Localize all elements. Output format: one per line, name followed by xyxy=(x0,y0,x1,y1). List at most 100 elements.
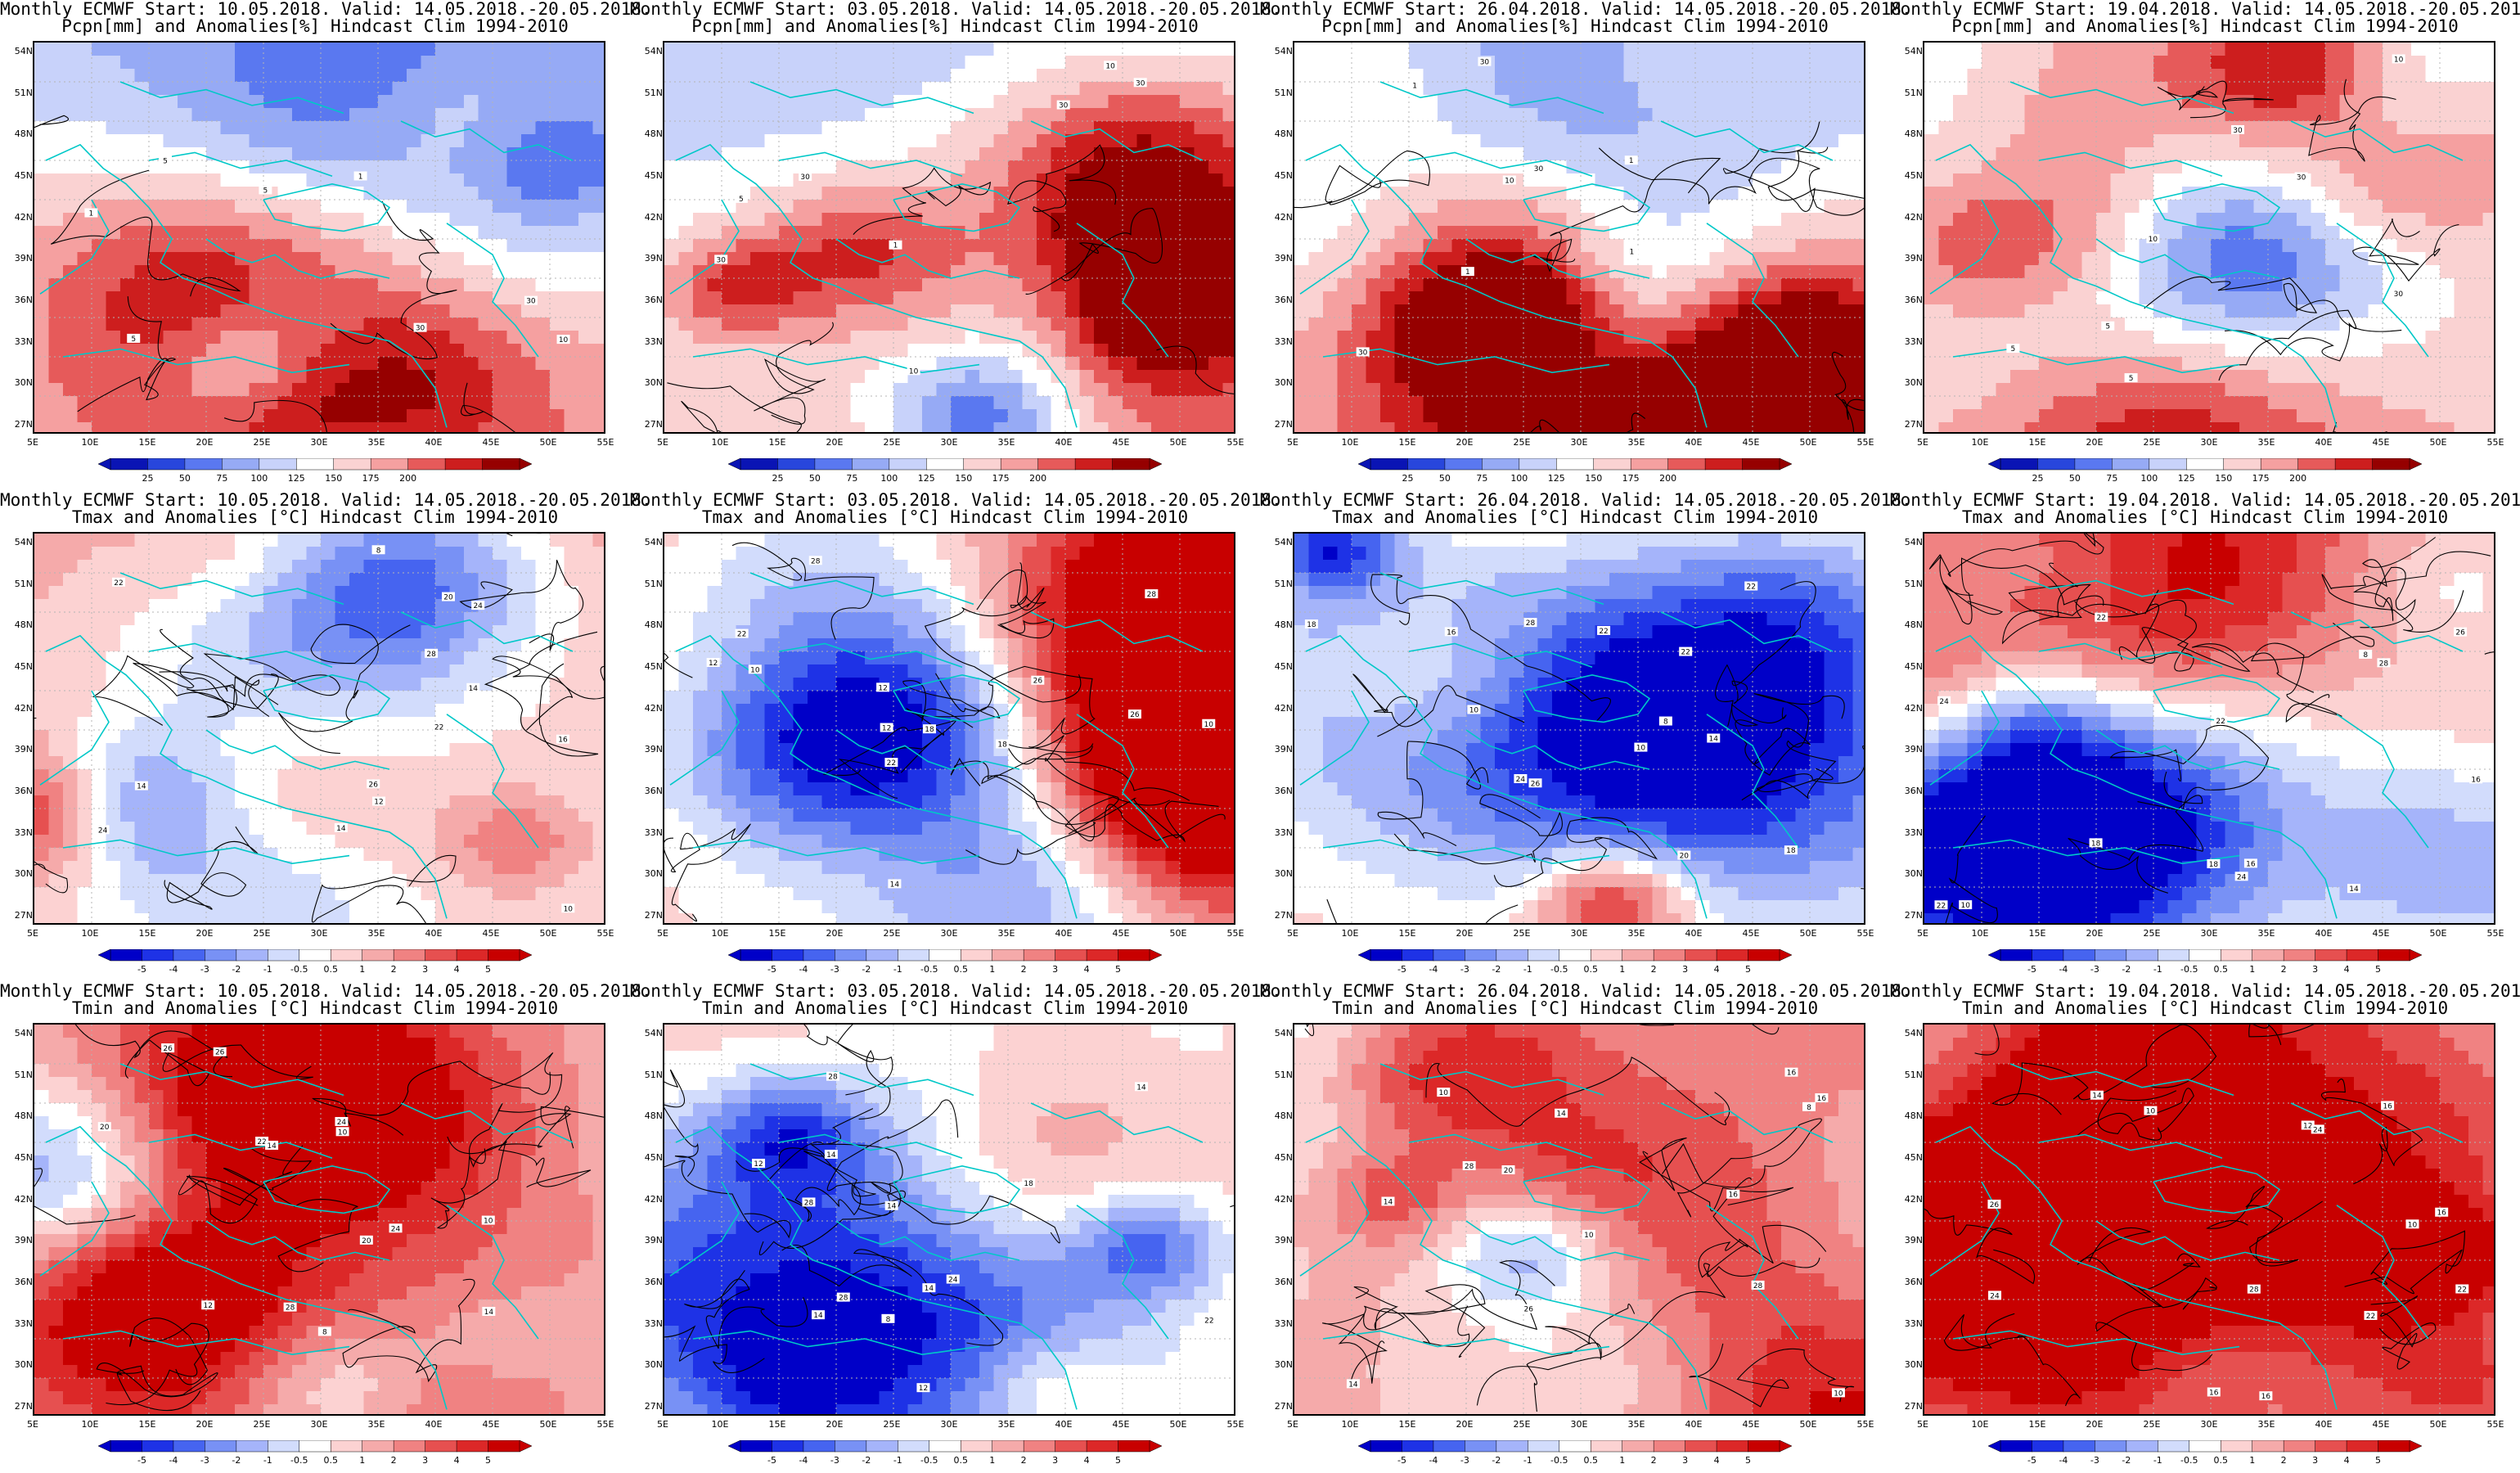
anomaly-cell xyxy=(808,278,823,292)
anomaly-cell xyxy=(2211,160,2226,174)
anomaly-cell xyxy=(1509,69,1524,83)
anomaly-cell xyxy=(178,331,193,345)
anomaly-cell xyxy=(678,43,694,56)
anomaly-cell xyxy=(993,291,1009,305)
anomaly-cell xyxy=(1753,160,1768,174)
anomaly-cell xyxy=(1337,357,1352,371)
anomaly-cell xyxy=(564,304,579,318)
anomaly-cell xyxy=(1108,226,1123,240)
anomaly-cell xyxy=(249,265,264,279)
anomaly-cell xyxy=(1695,409,1711,423)
anomaly-cell xyxy=(1352,396,1367,410)
anomaly-cell xyxy=(1337,344,1352,358)
anomaly-cell xyxy=(2368,304,2383,318)
anomaly-cell xyxy=(63,291,79,305)
anomaly-cell xyxy=(865,318,880,331)
anomaly-cell xyxy=(664,422,680,432)
anomaly-cell xyxy=(2110,357,2126,371)
colorbar-swatch xyxy=(926,458,965,471)
anomaly-cell xyxy=(335,265,350,279)
anomaly-cell xyxy=(1165,409,1181,423)
anomaly-cell xyxy=(2096,344,2112,358)
anomaly-cell xyxy=(1609,213,1625,227)
anomaly-cell xyxy=(2068,265,2083,279)
anomaly-cell xyxy=(2253,213,2269,227)
anomaly-cell xyxy=(664,383,680,397)
anomaly-cell xyxy=(993,56,1009,70)
anomaly-cell xyxy=(1222,121,1234,135)
anomaly-cell xyxy=(2139,304,2154,318)
anomaly-cell xyxy=(1924,213,1940,227)
anomaly-cell xyxy=(1380,226,1396,240)
anomaly-cell xyxy=(2297,43,2312,56)
anomaly-cell xyxy=(1810,265,1825,279)
anomaly-cell xyxy=(821,121,837,135)
anomaly-cell xyxy=(63,370,79,384)
anomaly-cell xyxy=(1810,304,1825,318)
anomaly-cell xyxy=(1008,56,1024,70)
anomaly-cell xyxy=(808,422,823,432)
anomaly-cell xyxy=(2167,200,2183,214)
anomaly-cell xyxy=(464,383,479,397)
anomaly-cell xyxy=(77,422,92,432)
anomaly-cell xyxy=(1667,43,1682,56)
contour-label-bg xyxy=(84,208,98,218)
anomaly-cell xyxy=(936,344,952,358)
anomaly-cell xyxy=(48,252,64,266)
anomaly-cell xyxy=(1667,173,1682,187)
anomaly-cell xyxy=(893,291,909,305)
anomaly-cell xyxy=(263,357,279,371)
anomaly-cell xyxy=(1681,331,1696,345)
anomaly-cell xyxy=(936,409,952,423)
anomaly-cell xyxy=(1022,291,1037,305)
anomaly-cell xyxy=(1108,291,1123,305)
anomaly-cell xyxy=(2211,69,2226,83)
anomaly-cell xyxy=(1852,226,1864,240)
anomaly-cell xyxy=(363,56,379,70)
anomaly-cell xyxy=(191,357,207,371)
anomaly-cell xyxy=(2153,265,2169,279)
anomaly-cell xyxy=(821,134,837,148)
anomaly-cell xyxy=(2425,265,2441,279)
anomaly-cell xyxy=(1108,344,1123,358)
anomaly-cell xyxy=(1609,108,1625,122)
anomaly-cell xyxy=(2253,147,2269,161)
contour-line xyxy=(1832,352,1864,432)
anomaly-cell xyxy=(779,331,794,345)
anomaly-cell xyxy=(1667,147,1682,161)
anomaly-cell xyxy=(349,304,365,318)
anomaly-cell xyxy=(163,95,178,109)
anomaly-cell xyxy=(1766,108,1782,122)
anomaly-cell xyxy=(120,370,136,384)
anomaly-cell xyxy=(2239,383,2255,397)
anomaly-cell xyxy=(92,69,107,83)
anomaly-cell xyxy=(1151,134,1167,148)
anomaly-cell xyxy=(1566,173,1582,187)
anomaly-cell xyxy=(2039,147,2054,161)
anomaly-cell xyxy=(1709,383,1725,397)
anomaly-cell xyxy=(2196,344,2212,358)
anomaly-cell xyxy=(1681,265,1696,279)
anomaly-cell xyxy=(2282,187,2297,200)
anomaly-cell xyxy=(2311,226,2326,240)
anomaly-cell xyxy=(750,304,766,318)
anomaly-cell xyxy=(2239,43,2255,56)
anomaly-cell xyxy=(335,173,350,187)
anomaly-cell xyxy=(2182,226,2198,240)
anomaly-cell xyxy=(2440,121,2455,135)
anomaly-cell xyxy=(1079,160,1095,174)
anomaly-cell xyxy=(1709,370,1725,384)
anomaly-cell xyxy=(664,357,680,371)
anomaly-cell xyxy=(2396,304,2412,318)
anomaly-cell xyxy=(2096,213,2112,227)
anomaly-cell xyxy=(1337,108,1352,122)
anomaly-cell xyxy=(1810,291,1825,305)
anomaly-cell xyxy=(1123,108,1138,122)
anomaly-cell xyxy=(277,422,293,432)
anomaly-cell xyxy=(1595,409,1610,423)
anomaly-cell xyxy=(106,173,121,187)
anomaly-cell xyxy=(2153,318,2169,331)
anomaly-cell xyxy=(936,239,952,253)
anomaly-cell xyxy=(1495,213,1510,227)
anomaly-cell xyxy=(965,121,980,135)
